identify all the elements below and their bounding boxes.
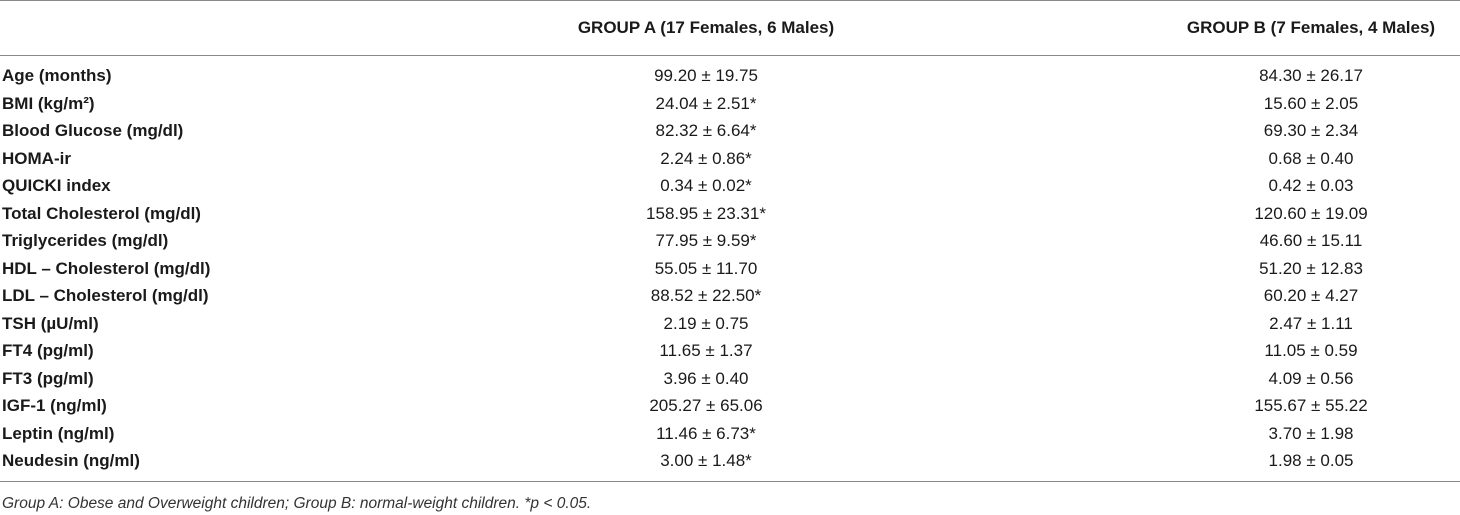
row-label: QUICKI index (2, 176, 111, 195)
cell-value: 60.20 ± 4.27 (1263, 286, 1359, 305)
cell-value: 3.00 ± 1.48* (660, 451, 752, 470)
column-header: GROUP A (17 Females, 6 Males) (577, 18, 835, 37)
row-label: HOMA-ir (2, 148, 71, 168)
cell-value: 1.98 ± 0.05 (1268, 451, 1354, 470)
cell-value: 3.96 ± 0.40 (663, 368, 749, 388)
cell-value: 158.95 ± 23.31* (646, 203, 766, 223)
cell-value: 0.42 ± 0.03 (1268, 176, 1354, 195)
cell-value: 69.30 ± 2.34 (1263, 121, 1359, 140)
cell-value: 15.60 ± 2.05 (1263, 93, 1359, 113)
cell-value: 120.60 ± 19.09 (1254, 203, 1368, 223)
cell-value: 51.20 ± 12.83 (1259, 258, 1363, 278)
cell-value: 46.60 ± 15.11 (1259, 231, 1363, 250)
cell-value: 3.70 ± 1.98 (1268, 423, 1354, 443)
cell-value: 11.46 ± 6.73* (656, 423, 756, 443)
cell-value: 0.68 ± 0.40 (1268, 148, 1354, 168)
row-label: HDL – Cholesterol (mg/dl) (2, 258, 211, 278)
bottom-rule (0, 481, 1460, 482)
row-label: LDL – Cholesterol (mg/dl) (2, 286, 209, 305)
row-label: Total Cholesterol (mg/dl) (2, 203, 201, 223)
row-label: Neudesin (ng/ml) (2, 451, 140, 470)
cell-value: 99.20 ± 19.75 (654, 66, 758, 85)
row-label: Blood Glucose (mg/dl) (2, 121, 184, 140)
row-label: BMI (kg/m²) (2, 93, 95, 113)
row-label: FT4 (pg/ml) (2, 341, 94, 360)
cell-value: 77.95 ± 9.59* (655, 231, 757, 250)
row-label: IGF-1 (ng/ml) (2, 396, 107, 415)
cell-value: 0.34 ± 0.02* (660, 176, 752, 195)
cell-value: 205.27 ± 65.06 (649, 396, 763, 415)
row-label: FT3 (pg/ml) (2, 368, 94, 388)
cell-value: 84.30 ± 26.17 (1259, 66, 1363, 85)
row-label: Triglycerides (mg/dl) (2, 231, 169, 250)
cell-value: 2.19 ± 0.75 (663, 313, 749, 333)
row-label: Age (months) (2, 66, 112, 85)
column-header: GROUP B (7 Females, 4 Males) (1186, 18, 1436, 37)
cell-value: 24.04 ± 2.51* (655, 93, 757, 113)
cell-value: 55.05 ± 11.70 (654, 258, 758, 278)
footnote: Group A: Obese and Overweight children; … (2, 495, 592, 512)
cell-value: 11.05 ± 0.59 (1264, 341, 1358, 360)
cell-value: 4.09 ± 0.56 (1268, 368, 1354, 388)
cell-value: 155.67 ± 55.22 (1254, 396, 1368, 415)
cell-value: 88.52 ± 22.50* (650, 286, 762, 305)
header-rule (0, 55, 1460, 56)
top-rule (0, 0, 1460, 1)
cell-value: 2.47 ± 1.11 (1269, 313, 1353, 333)
row-label: TSH (µU/ml) (2, 313, 99, 333)
row-label: Leptin (ng/ml) (2, 423, 115, 443)
cell-value: 2.24 ± 0.86* (660, 148, 752, 168)
cell-value: 11.65 ± 1.37 (659, 341, 753, 360)
cell-value: 82.32 ± 6.64* (655, 121, 757, 140)
